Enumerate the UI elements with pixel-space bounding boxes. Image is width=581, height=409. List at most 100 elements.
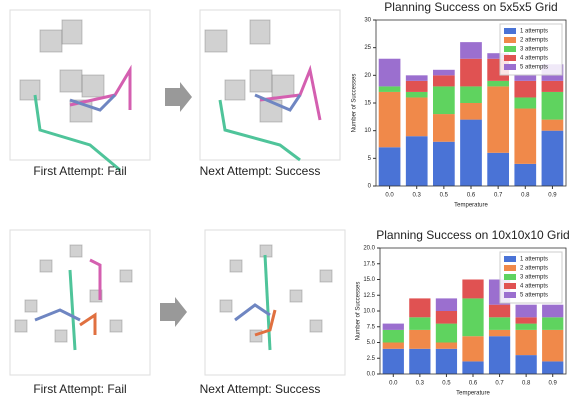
bar-segment xyxy=(462,279,484,299)
bar-segment xyxy=(515,355,537,374)
y-tick-label: 10.0 xyxy=(363,309,375,315)
bar-segment xyxy=(435,298,458,311)
y-tick-label: 25 xyxy=(364,45,371,51)
x-tick-label: 0.0 xyxy=(389,381,398,387)
legend-label: 2 attempts xyxy=(520,38,548,44)
bar-segment xyxy=(542,329,564,362)
x-tick-label: 0.5 xyxy=(440,193,449,199)
caption: Next Attempt: Success xyxy=(200,382,321,396)
y-tick-label: 20.0 xyxy=(363,246,375,252)
illustration-top xyxy=(9,9,151,172)
bar-segment xyxy=(514,80,537,98)
bar-segment xyxy=(405,136,428,186)
legend-swatch xyxy=(504,37,516,43)
legend-swatch xyxy=(504,292,516,298)
bar-segment xyxy=(435,311,458,324)
legend-swatch xyxy=(504,64,516,70)
legend-label: 1 attempts xyxy=(520,29,548,35)
x-tick-label: 0.3 xyxy=(416,381,425,387)
bar-segment xyxy=(487,86,509,153)
bar-segment xyxy=(435,323,458,343)
y-tick-label: 5 xyxy=(368,156,372,162)
bar-segment xyxy=(487,80,509,87)
bar-segment xyxy=(487,53,509,59)
y-axis-label: Number of Successes xyxy=(352,74,358,133)
y-tick-label: 10 xyxy=(364,128,371,134)
x-tick-label: 0.9 xyxy=(548,193,557,199)
y-tick-label: 7.5 xyxy=(367,324,376,330)
bar-segment xyxy=(514,75,537,81)
bar-segment xyxy=(409,298,431,318)
x-tick-label: 0.7 xyxy=(494,193,503,199)
bar-segment xyxy=(541,119,564,131)
bar-segment xyxy=(382,329,404,343)
bar-segment xyxy=(514,97,537,109)
plot-frame xyxy=(379,247,567,375)
bar-segment xyxy=(488,317,511,330)
bar-segment xyxy=(514,108,537,164)
y-tick-label: 15.0 xyxy=(363,277,375,283)
bar-segment xyxy=(378,86,401,92)
x-tick-label: 0.6 xyxy=(467,193,476,199)
bar-segment xyxy=(433,86,455,115)
bar-segment xyxy=(409,348,431,374)
legend-label: 3 attempts xyxy=(520,275,548,281)
bar-segment xyxy=(541,130,564,186)
bar-segment xyxy=(541,80,564,92)
bar-segment xyxy=(409,329,431,349)
chart-title: Planning Success on 10x10x10 Grid xyxy=(376,228,569,242)
bar-segment xyxy=(460,103,482,120)
y-tick-label: 0 xyxy=(368,184,372,190)
bar-segment xyxy=(542,361,564,374)
bar-segment xyxy=(515,323,537,330)
x-axis-label: Temperature xyxy=(454,203,488,209)
caption: First Attempt: Fail xyxy=(33,164,126,178)
legend-swatch xyxy=(504,28,516,34)
bar-segment xyxy=(462,336,484,362)
y-tick-label: 5.0 xyxy=(367,340,376,346)
y-axis-label: Number of Successes xyxy=(356,282,362,341)
bar-segment xyxy=(542,304,564,318)
legend-label: 4 attempts xyxy=(520,284,548,290)
y-tick-label: 30 xyxy=(364,18,371,24)
chart-title: Planning Success on 5x5x5 Grid xyxy=(384,0,557,14)
bar-segment xyxy=(409,317,431,330)
bar-segment xyxy=(488,329,511,337)
bar-segment xyxy=(487,152,509,186)
bar-segment xyxy=(378,58,401,87)
x-tick-label: 0.0 xyxy=(385,193,394,199)
caption: Next Attempt: Success xyxy=(200,164,321,178)
illustration-bottom xyxy=(9,229,151,376)
legend-swatch xyxy=(504,274,516,280)
illustration-bottom-2 xyxy=(204,229,346,376)
x-tick-label: 0.6 xyxy=(469,381,478,387)
illustration-top-2 xyxy=(199,9,341,162)
legend-label: 1 attempts xyxy=(520,257,548,263)
bar-segment xyxy=(405,80,428,92)
bar-segment xyxy=(460,86,482,103)
arrow xyxy=(160,297,187,327)
bar-segment xyxy=(405,75,428,81)
legend-label: 2 attempts xyxy=(520,266,548,272)
y-tick-label: 2.5 xyxy=(367,356,376,362)
y-tick-label: 15 xyxy=(364,101,371,107)
bar-segment xyxy=(433,69,455,76)
x-tick-label: 0.3 xyxy=(413,193,422,199)
legend-swatch xyxy=(504,55,516,61)
bar-segment xyxy=(433,114,455,142)
bar-segment xyxy=(378,147,401,186)
bar-segment xyxy=(435,342,458,349)
bar-segment xyxy=(488,304,511,318)
legend-label: 5 attempts xyxy=(520,293,548,299)
bar-segment xyxy=(460,42,482,59)
legend-label: 5 attempts xyxy=(520,65,548,71)
legend-swatch xyxy=(504,265,516,271)
x-axis-label: Temperature xyxy=(456,391,490,397)
bar-segment xyxy=(462,361,484,374)
x-tick-label: 0.8 xyxy=(521,193,530,199)
arrow xyxy=(165,82,192,112)
bar-segment xyxy=(382,342,404,349)
bar-segment xyxy=(462,298,484,337)
bar-segment xyxy=(378,91,401,148)
